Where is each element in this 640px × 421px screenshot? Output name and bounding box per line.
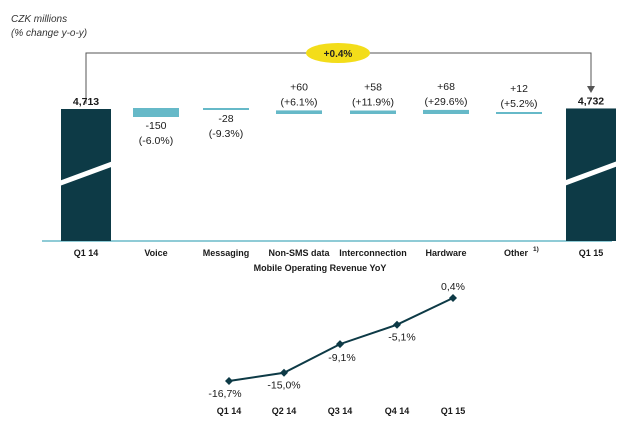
unit-label-line1: CZK millions xyxy=(11,14,68,25)
category-label: Messaging xyxy=(203,248,250,258)
category-label: Non-SMS data xyxy=(268,248,330,258)
category-label: Hardware xyxy=(425,248,466,258)
bar-value-label: -150 xyxy=(145,120,166,132)
bar-pct-label: (+11.9%) xyxy=(352,97,394,109)
data-value-label: -16,7% xyxy=(208,388,241,400)
series-line xyxy=(228,297,454,382)
data-value-label: -15,0% xyxy=(267,380,300,392)
bar-pct-label: (+5.2%) xyxy=(500,98,537,110)
bar-value-label: +12 xyxy=(510,83,528,95)
category-label: Other xyxy=(504,248,529,258)
bar-value-label: +68 xyxy=(437,81,455,93)
bar-value-label: -28 xyxy=(218,113,233,125)
data-point-marker xyxy=(280,368,288,377)
footnote-marker: 1) xyxy=(533,246,539,253)
data-value-label: -9,1% xyxy=(328,352,355,364)
data-value-label: -5,1% xyxy=(388,332,415,344)
unit-label-line2: (% change y-o-y) xyxy=(11,28,88,39)
bar-voice xyxy=(133,108,179,117)
total-change-badge xyxy=(306,43,370,63)
x-tick-label: Q4 14 xyxy=(385,406,410,416)
bar-value-label: +60 xyxy=(290,81,308,93)
x-tick-label: Q1 14 xyxy=(217,406,242,416)
category-label: Interconnection xyxy=(339,248,407,258)
data-point-marker xyxy=(225,377,233,385)
waterfall-chart: +0.4% 4,713 4,732 -150 (-6.0%) -28 (-9.3%) +60 (… xyxy=(42,43,616,258)
bar-non-sms-data xyxy=(276,110,322,114)
bridge-arrow-head xyxy=(587,86,595,93)
unit-label: CZK millions (% change y-o-y) xyxy=(11,13,87,41)
bar-pct-label: (-6.0%) xyxy=(139,135,173,147)
category-label: Q1 15 xyxy=(579,248,604,258)
data-point-marker xyxy=(393,320,401,329)
x-tick-label: Q1 15 xyxy=(441,406,466,416)
bar-break-mark xyxy=(566,161,616,186)
x-tick-label: Q2 14 xyxy=(272,406,297,416)
data-point-marker xyxy=(336,340,344,349)
data-value-label: 0,4% xyxy=(441,281,465,293)
bar-messaging xyxy=(203,108,249,110)
bar-value-label: 4,732 xyxy=(578,95,604,107)
bar-pct-label: (-9.3%) xyxy=(209,128,243,140)
category-label: Q1 14 xyxy=(74,248,99,258)
bar-hardware xyxy=(423,109,469,114)
category-label: Voice xyxy=(144,248,167,258)
bar-pct-label: (+6.1%) xyxy=(280,96,317,108)
data-point-marker xyxy=(449,294,457,302)
bar-value-label: 4,713 xyxy=(73,96,99,108)
line-chart-title: Mobile Operating Revenue YoY xyxy=(253,263,387,273)
x-tick-label: Q3 14 xyxy=(328,406,353,416)
bar-interconnection xyxy=(350,110,396,114)
bar-value-label: +58 xyxy=(364,82,382,94)
total-change-label: +0.4% xyxy=(324,49,353,60)
bar-other xyxy=(496,112,542,114)
bar-pct-label: (+29.6%) xyxy=(425,96,468,108)
bar-break-mark xyxy=(61,161,111,186)
